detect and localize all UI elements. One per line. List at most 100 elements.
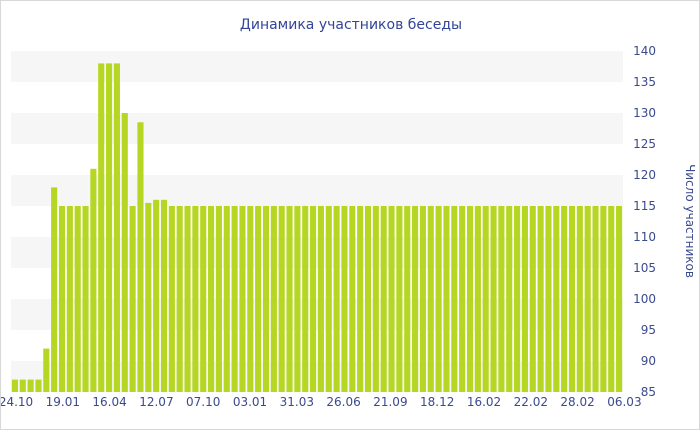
bar [357, 206, 364, 392]
bar [200, 206, 207, 392]
x-tick-label: 06.03 [607, 395, 641, 409]
bar [74, 206, 81, 392]
bar [325, 206, 332, 392]
bar [153, 199, 160, 392]
x-tick-label: 21.09 [373, 395, 407, 409]
y-tick-label: 140 [633, 44, 656, 58]
bar [364, 206, 372, 392]
bar [215, 206, 222, 392]
y-tick-label: 90 [641, 354, 656, 368]
x-tick-label: 18.12 [420, 395, 454, 409]
bar [380, 206, 387, 392]
y-tick-label: 85 [641, 385, 656, 399]
bar [419, 206, 426, 392]
bar [459, 206, 466, 392]
bar [160, 199, 168, 392]
bar [412, 206, 419, 392]
grid-band [11, 51, 623, 82]
bar [176, 206, 183, 392]
bar [333, 206, 340, 392]
bar [341, 206, 348, 392]
bar [466, 206, 474, 392]
bar [121, 113, 128, 392]
bar [317, 206, 324, 392]
bar [490, 206, 497, 392]
bar [537, 206, 544, 392]
bar [553, 206, 560, 392]
grid-band [11, 361, 623, 392]
bar [435, 206, 442, 392]
x-tick-label: 31.03 [280, 395, 314, 409]
x-tick-label: 12.07 [139, 395, 173, 409]
bar [349, 206, 356, 392]
bar [608, 206, 615, 392]
chart-title: Динамика участников беседы [240, 17, 462, 33]
bar [506, 206, 513, 392]
y-tick-label: 105 [633, 261, 656, 275]
y-tick-label: 120 [633, 168, 656, 182]
bar [310, 206, 317, 392]
bar [168, 206, 175, 392]
y-axis-label: Число участников [683, 164, 697, 278]
bar [223, 206, 230, 392]
bar [302, 206, 309, 392]
bar [129, 206, 136, 392]
bar [521, 206, 528, 392]
x-tick-label: 26.06 [326, 395, 360, 409]
x-tick-label: 22.02 [514, 395, 548, 409]
bar [192, 206, 199, 392]
bar [51, 187, 58, 392]
x-tick-label: 19.01 [46, 395, 80, 409]
y-tick-label: 100 [633, 292, 656, 306]
bar [568, 206, 576, 392]
bar [82, 206, 89, 392]
y-axis-ticks: 85 90 95 100 105 110 115 120 125 130 135 140 [633, 44, 656, 399]
y-tick-label: 130 [633, 106, 656, 120]
bar [239, 206, 246, 392]
bar [247, 206, 254, 392]
bar [576, 206, 583, 392]
y-tick-label: 125 [633, 137, 656, 151]
y-tick-label: 135 [633, 75, 656, 89]
grid-bands [11, 51, 623, 392]
bar [427, 206, 434, 392]
bar [514, 206, 521, 392]
x-tick-label: 16.02 [467, 395, 501, 409]
bar [600, 206, 607, 392]
bar [443, 206, 450, 392]
bar [584, 206, 591, 392]
x-tick-label: 28.02 [560, 395, 594, 409]
bar [278, 206, 285, 392]
bar [451, 206, 458, 392]
bar [137, 122, 144, 393]
x-tick-label: 24.10 [1, 395, 33, 409]
bar [66, 206, 73, 392]
x-tick-label: 07.10 [186, 395, 220, 409]
bar [616, 206, 623, 392]
bar [231, 206, 238, 392]
y-tick-label: 115 [633, 199, 656, 213]
bar [474, 206, 481, 392]
bar [58, 206, 66, 392]
bar [43, 348, 50, 392]
grid-band [11, 175, 623, 206]
x-tick-label: 16.04 [92, 395, 126, 409]
bar [90, 168, 97, 392]
y-tick-label: 95 [641, 323, 656, 337]
bar [270, 206, 277, 392]
bar [498, 206, 505, 392]
bar [145, 202, 152, 392]
bar [388, 206, 395, 392]
bar [545, 206, 552, 392]
bar [592, 206, 599, 392]
grid-band [11, 237, 623, 268]
bar [286, 206, 293, 392]
bar [255, 206, 262, 392]
bar [529, 206, 536, 392]
bars [11, 63, 623, 393]
x-axis-ticks: 24.10 19.01 16.04 12.07 07.10 03.01 31.03 26.06… [1, 395, 642, 409]
bar [113, 63, 120, 393]
bar [208, 206, 215, 392]
